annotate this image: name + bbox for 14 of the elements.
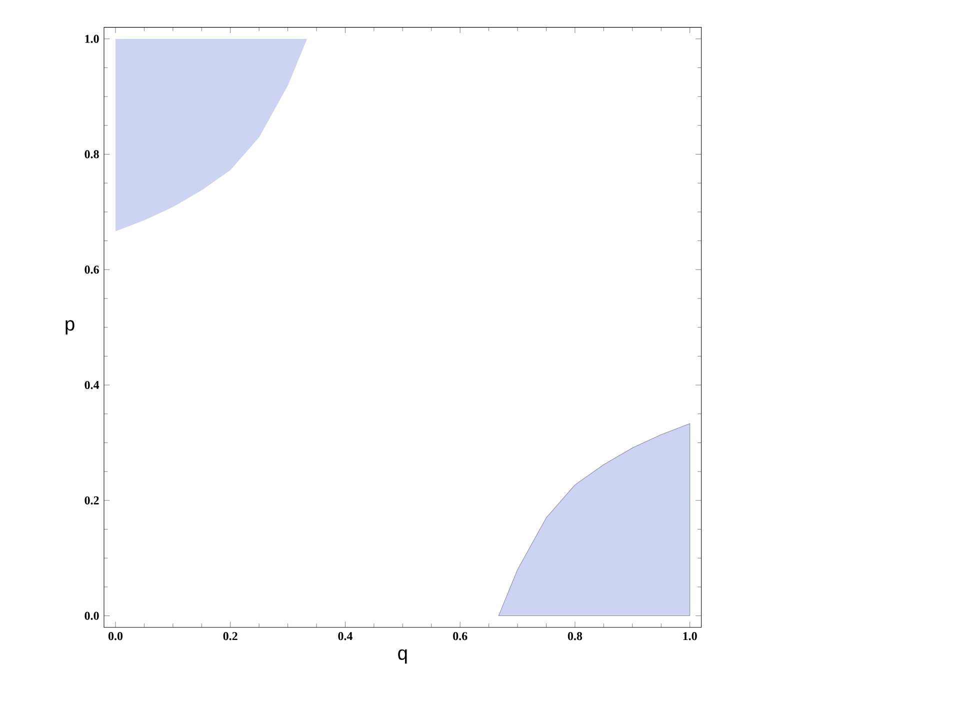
x-tick-label: 0.6 [453, 632, 468, 640]
x-tick-label: 0.0 [108, 632, 123, 640]
y-tick-label: 0.4 [84, 380, 100, 390]
x-tick-label: 1.0 [683, 632, 697, 640]
y-tick-label: 0.6 [84, 266, 99, 274]
y-tick-label: 0.2 [84, 496, 99, 504]
x-tick-label: 0.2 [223, 632, 238, 640]
x-axis-title: q [398, 649, 407, 664]
x-tick-label: 0.8 [568, 632, 582, 640]
y-tick-label: 1.0 [85, 34, 99, 43]
x-tick-label: 0.4 [338, 632, 353, 640]
y-axis-title: p [66, 320, 74, 334]
y-tick-label: 0.0 [84, 612, 99, 620]
y-tick-label: 0.8 [84, 150, 99, 158]
